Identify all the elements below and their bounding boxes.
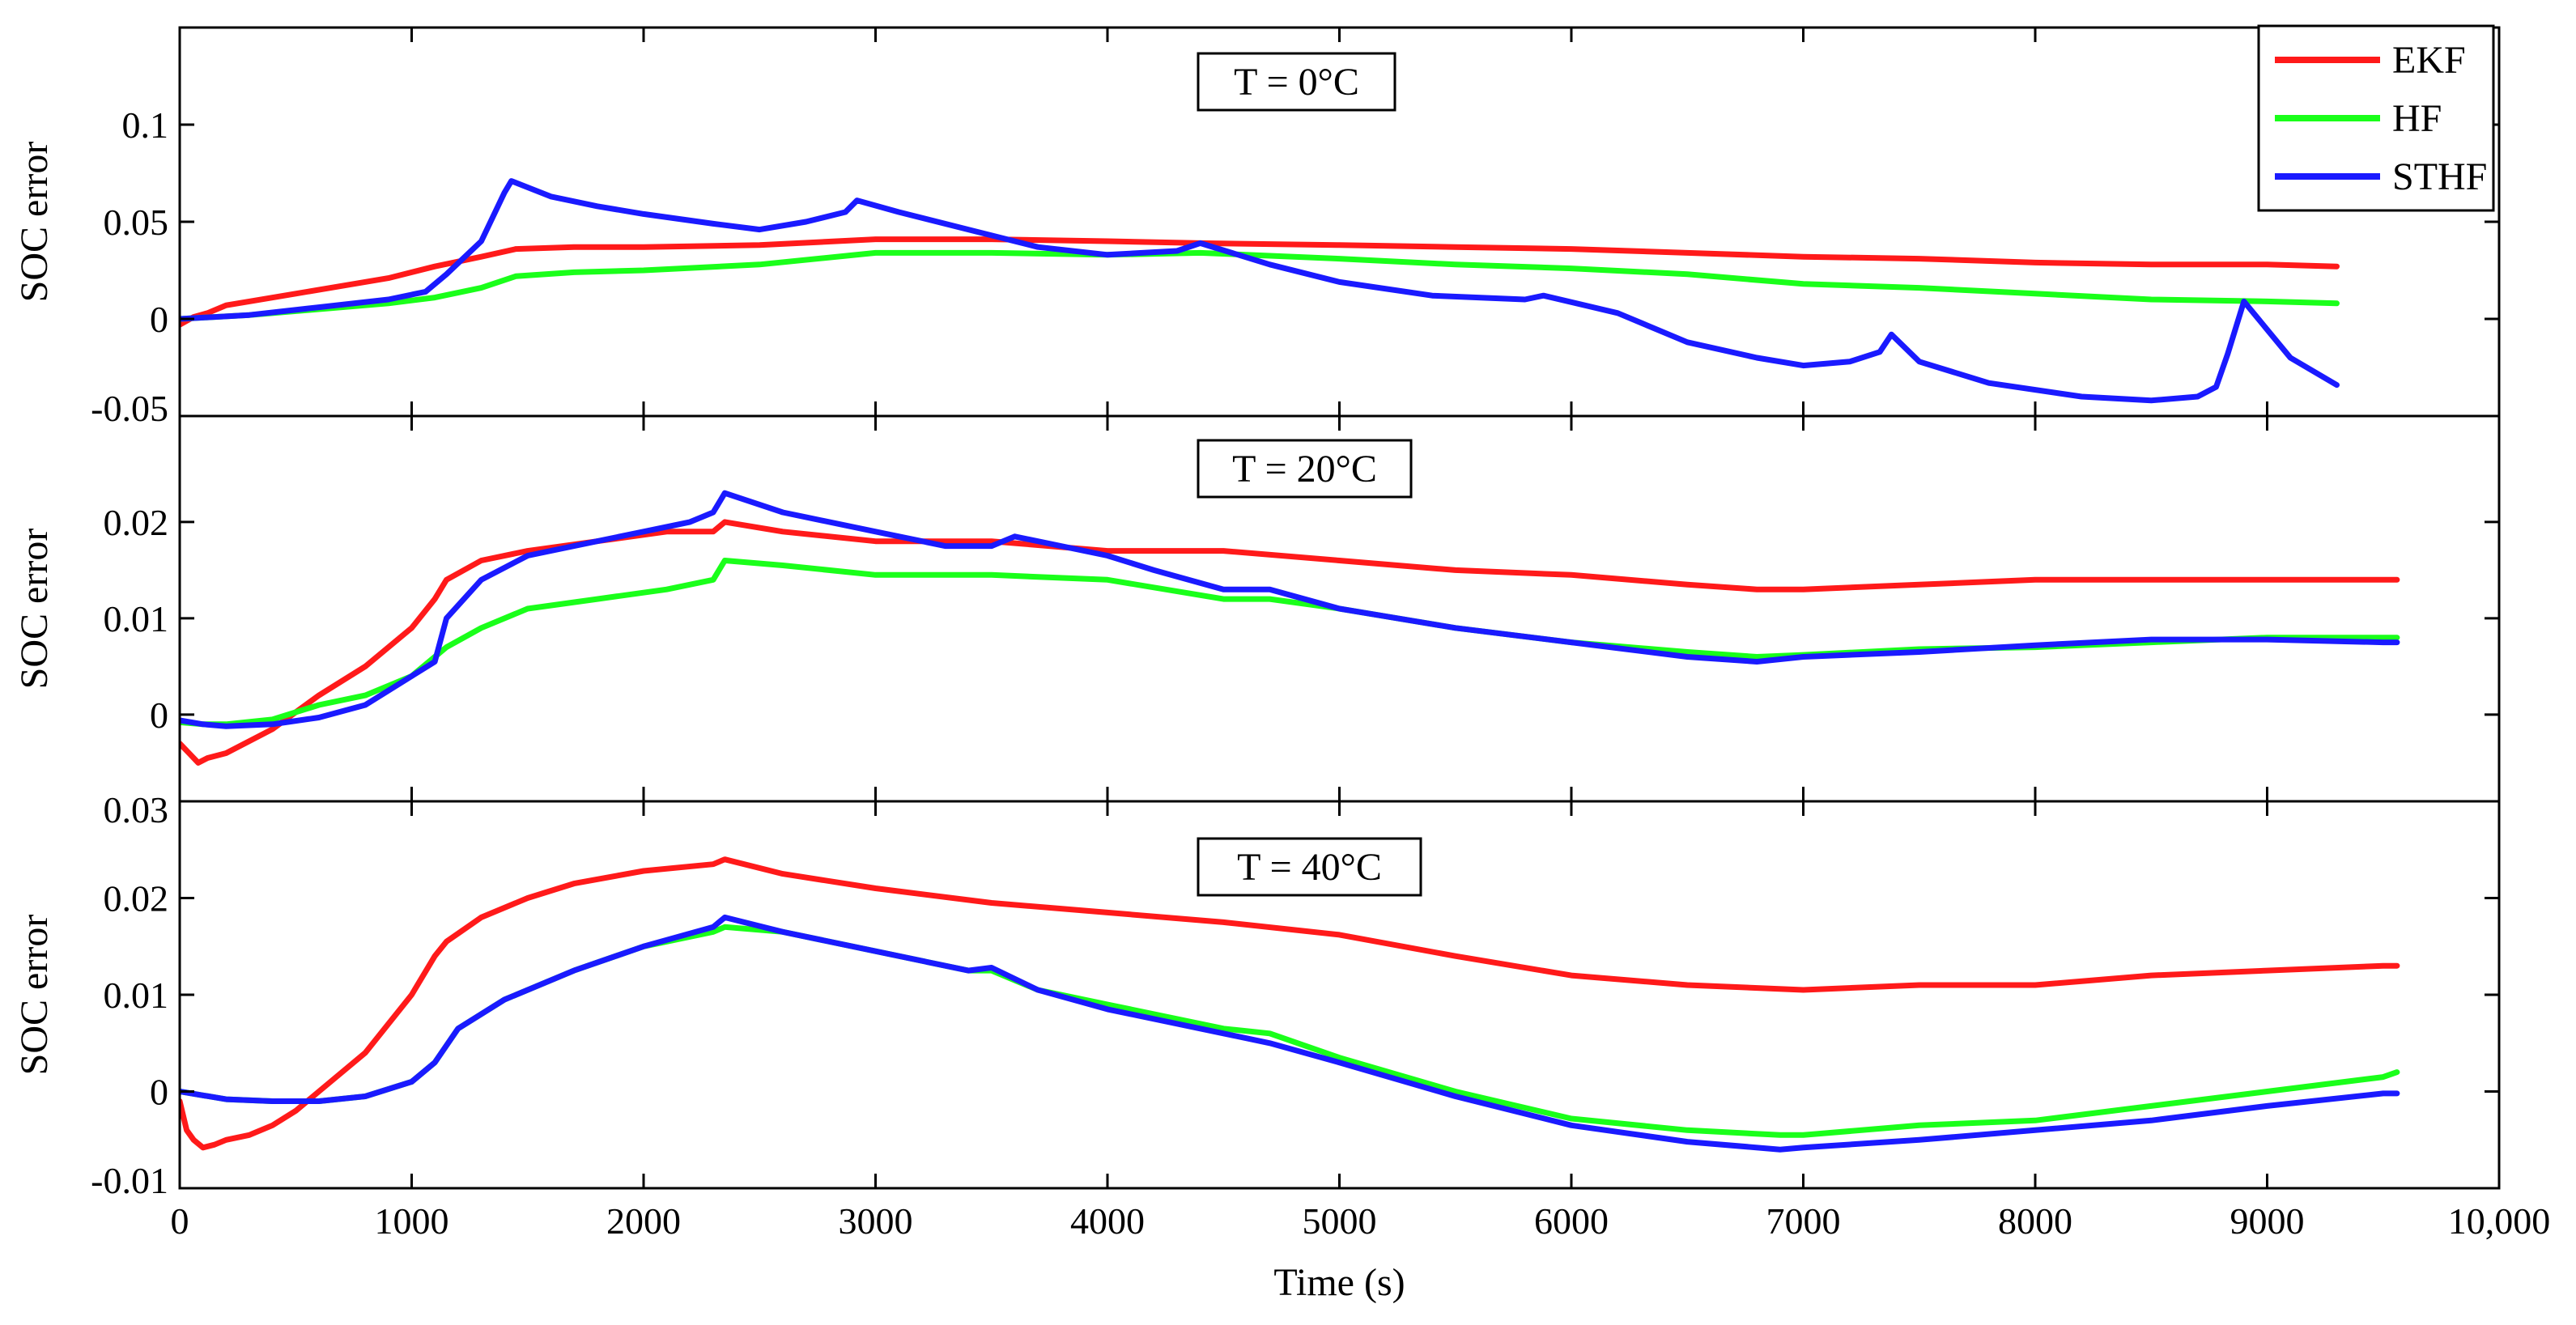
ytick-label: 0 xyxy=(150,1072,168,1113)
ytick-label: 0.03 xyxy=(104,789,169,830)
ytick-label: -0.01 xyxy=(91,1160,168,1201)
series-line-hf-panel-0 xyxy=(180,249,2340,322)
xtick-label: 1000 xyxy=(375,1200,449,1242)
series-line-ekf-panel-0 xyxy=(180,236,2340,328)
legend-label-ekf: EKF xyxy=(2392,39,2466,82)
panel-title-box xyxy=(1197,439,1413,499)
xtick-label: 6000 xyxy=(1534,1200,1609,1242)
x-axis-label: Time (s) xyxy=(1273,1261,1405,1304)
ytick-label: 0.02 xyxy=(104,502,169,543)
xtick-label: 8000 xyxy=(1998,1200,2072,1242)
ytick-label: -0.05 xyxy=(91,388,168,429)
legend: EKF HF STHF xyxy=(2257,24,2495,212)
ytick-label: 0.1 xyxy=(122,104,169,146)
panel-title: T = 40°C xyxy=(1237,846,1382,889)
panel-title: T = 20°C xyxy=(1232,448,1377,491)
y-axis-label: SOC error xyxy=(13,529,56,690)
legend-label-hf: HF xyxy=(2392,97,2442,140)
panel-1: 0 0.01 0.02 SOC error T = 20°C xyxy=(13,414,2501,803)
panel-0: -0.05 0 0.05 0.1 SOC error T = 0°C xyxy=(13,26,2501,429)
xtick-label: 5000 xyxy=(1303,1200,1377,1242)
xtick-label: 3000 xyxy=(839,1200,913,1242)
ytick-label: 0.02 xyxy=(104,878,169,919)
xtick-label: 2000 xyxy=(606,1200,681,1242)
panel-frame xyxy=(178,800,2501,1190)
series-line-sthf-panel-2 xyxy=(180,914,2400,1153)
ytick-label: 0 xyxy=(150,299,168,340)
ytick-label: 0 xyxy=(150,694,168,736)
xtick-label: 0 xyxy=(171,1200,189,1242)
y-axis-label: SOC error xyxy=(13,142,56,303)
panel-title-box xyxy=(1197,837,1422,897)
xtick-label: 9000 xyxy=(2230,1200,2305,1242)
series-line-hf-panel-2 xyxy=(180,924,2400,1138)
ytick-label: 0.05 xyxy=(104,202,169,243)
panel-title-box xyxy=(1197,52,1396,112)
xtick-label: 4000 xyxy=(1070,1200,1145,1242)
xtick-label: 7000 xyxy=(1766,1200,1841,1242)
series-line-sthf-panel-1 xyxy=(180,490,2400,729)
series-line-sthf-panel-0 xyxy=(180,178,2340,404)
ytick-label: 0.01 xyxy=(104,975,169,1016)
panel-title: T = 0°C xyxy=(1234,61,1359,104)
ytick-label: 0.01 xyxy=(104,598,169,639)
legend-label-sthf: STHF xyxy=(2392,155,2487,198)
y-axis-label: SOC error xyxy=(13,915,56,1076)
xtick-label: 10,000 xyxy=(2448,1200,2551,1242)
series-line-ekf-panel-2 xyxy=(180,856,2400,1151)
